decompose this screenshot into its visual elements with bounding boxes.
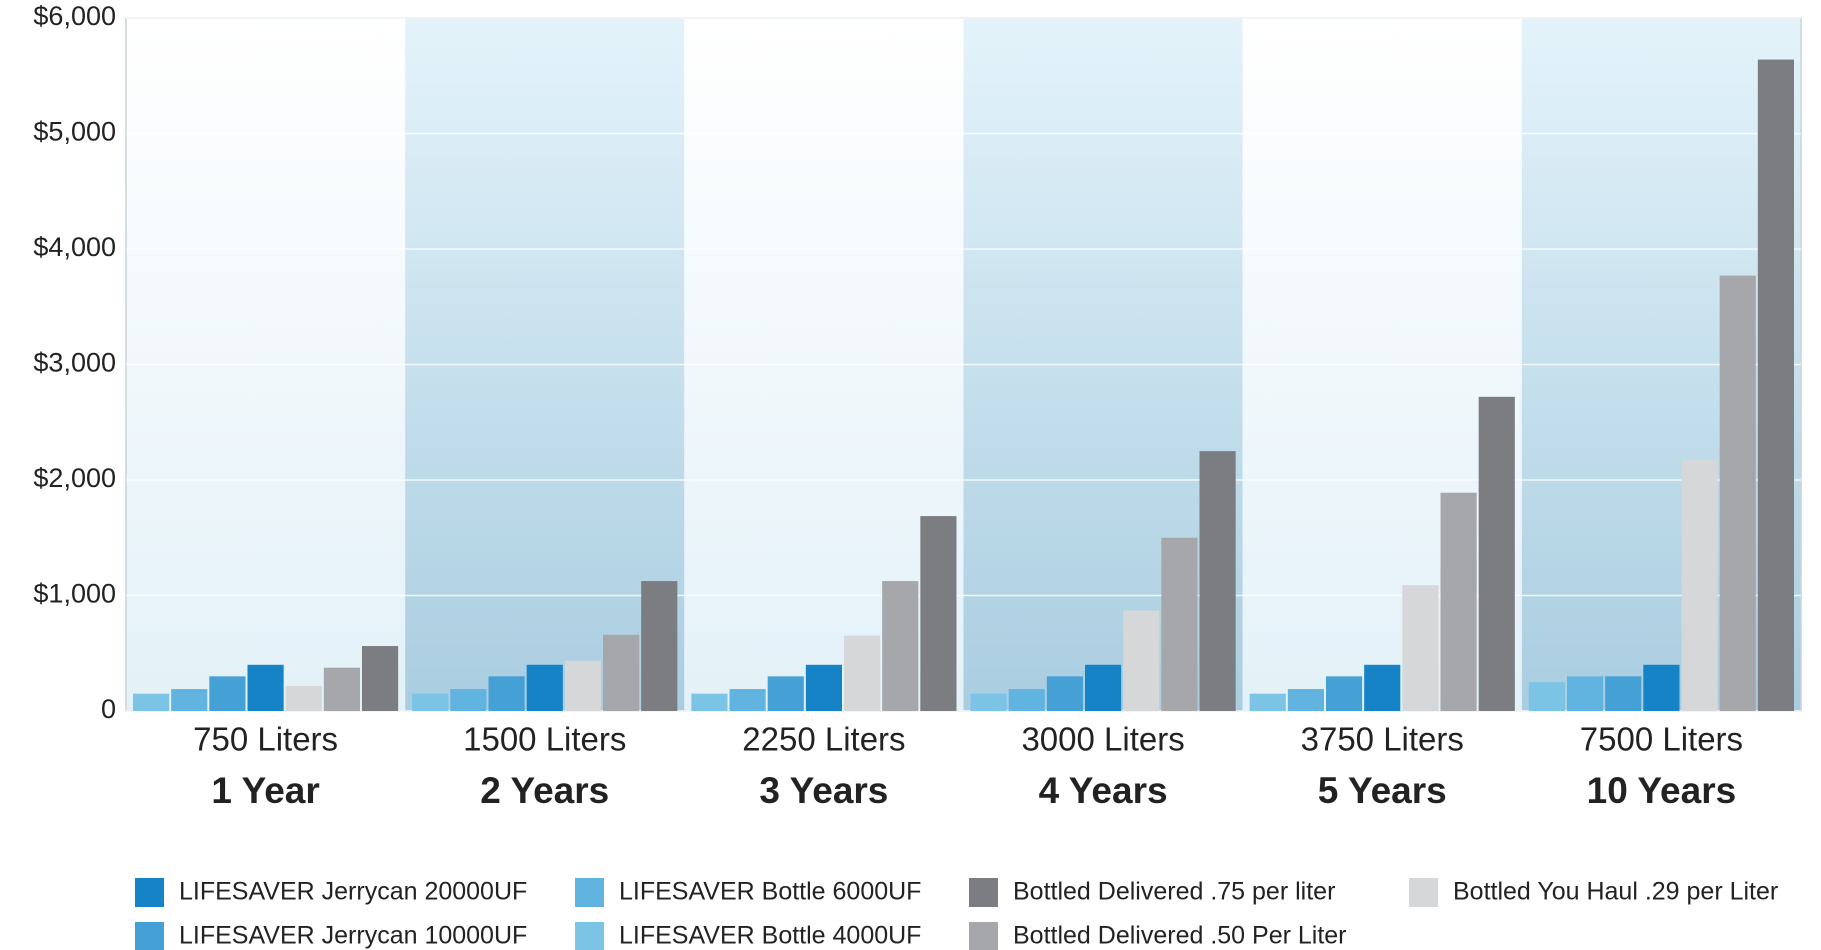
bar <box>362 646 398 711</box>
bar <box>1123 611 1159 711</box>
bar <box>1758 60 1794 711</box>
bar <box>1643 665 1679 711</box>
bar <box>1250 694 1286 711</box>
bar <box>920 516 956 711</box>
legend-swatch <box>135 878 164 907</box>
bar <box>1567 676 1603 711</box>
bar <box>133 694 169 711</box>
bar <box>1720 276 1756 711</box>
x-tick-sublabel: 10 Years <box>1587 770 1737 811</box>
y-tick-label: $3,000 <box>33 348 116 378</box>
y-tick-label: $2,000 <box>33 463 116 493</box>
x-tick-sublabel: 3 Years <box>759 770 888 811</box>
x-tick-label: 3000 Liters <box>1021 721 1184 758</box>
bar <box>768 676 804 711</box>
bar <box>489 676 525 711</box>
bar <box>691 694 727 711</box>
legend-label: Bottled Delivered .50 Per Liter <box>1013 922 1347 950</box>
bar <box>1200 451 1236 711</box>
bar <box>1529 682 1565 711</box>
bar <box>450 689 486 711</box>
legend-label: LIFESAVER Jerrycan 20000UF <box>179 878 527 906</box>
bar <box>971 694 1007 711</box>
legend-swatch <box>575 878 604 907</box>
y-tick-label: 0 <box>101 694 116 724</box>
bar <box>1161 538 1197 711</box>
x-tick-label: 7500 Liters <box>1580 721 1743 758</box>
bar <box>1085 665 1121 711</box>
bar <box>527 665 563 711</box>
legend-label: Bottled You Haul .29 per Liter <box>1453 878 1778 906</box>
x-tick-sublabel: 4 Years <box>1039 770 1168 811</box>
y-tick-label: $4,000 <box>33 232 116 262</box>
bar <box>171 689 207 711</box>
bar <box>286 686 322 711</box>
x-tick-sublabel: 5 Years <box>1318 770 1447 811</box>
bar <box>324 668 360 711</box>
bar <box>248 665 284 711</box>
page: 0 $1,000 $2,000 $3,000 $4,000 $5,000 $6,000 750… <box>0 0 1821 950</box>
bar <box>1402 585 1438 711</box>
bar <box>1479 397 1515 711</box>
bar <box>1605 676 1641 711</box>
x-tick-label: 1500 Liters <box>463 721 626 758</box>
bar <box>1047 676 1083 711</box>
legend-label: LIFESAVER Bottle 6000UF <box>619 878 921 906</box>
legend-swatch <box>969 922 998 950</box>
bar <box>1682 460 1718 711</box>
bar <box>412 694 448 711</box>
x-tick-label: 2250 Liters <box>742 721 905 758</box>
bar <box>641 581 677 711</box>
bar <box>1441 493 1477 711</box>
y-tick-label: $5,000 <box>33 117 116 147</box>
bar <box>1288 689 1324 711</box>
bar <box>882 581 918 711</box>
bar <box>209 676 245 711</box>
legend-label: LIFESAVER Bottle 4000UF <box>619 922 921 950</box>
x-tick-sublabel: 1 Year <box>211 770 319 811</box>
bar <box>844 636 880 711</box>
bar <box>730 689 766 711</box>
bar <box>1326 676 1362 711</box>
legend-swatch <box>1409 878 1438 907</box>
y-tick-label: $1,000 <box>33 579 116 609</box>
x-tick-label: 3750 Liters <box>1301 721 1464 758</box>
x-tick-label: 750 Liters <box>193 721 338 758</box>
legend-label: Bottled Delivered .75 per liter <box>1013 878 1335 906</box>
bar <box>1009 689 1045 711</box>
bar <box>1364 665 1400 711</box>
legend-swatch <box>135 922 164 950</box>
y-tick-label: $6,000 <box>33 1 116 31</box>
bar <box>603 635 639 711</box>
bar <box>806 665 842 711</box>
bar <box>565 661 601 711</box>
x-tick-sublabel: 2 Years <box>480 770 609 811</box>
legend-swatch <box>575 922 604 950</box>
legend-swatch <box>969 878 998 907</box>
legend-label: LIFESAVER Jerrycan 10000UF <box>179 922 527 950</box>
chart: 0 $1,000 $2,000 $3,000 $4,000 $5,000 $6,000 750… <box>0 0 1821 950</box>
